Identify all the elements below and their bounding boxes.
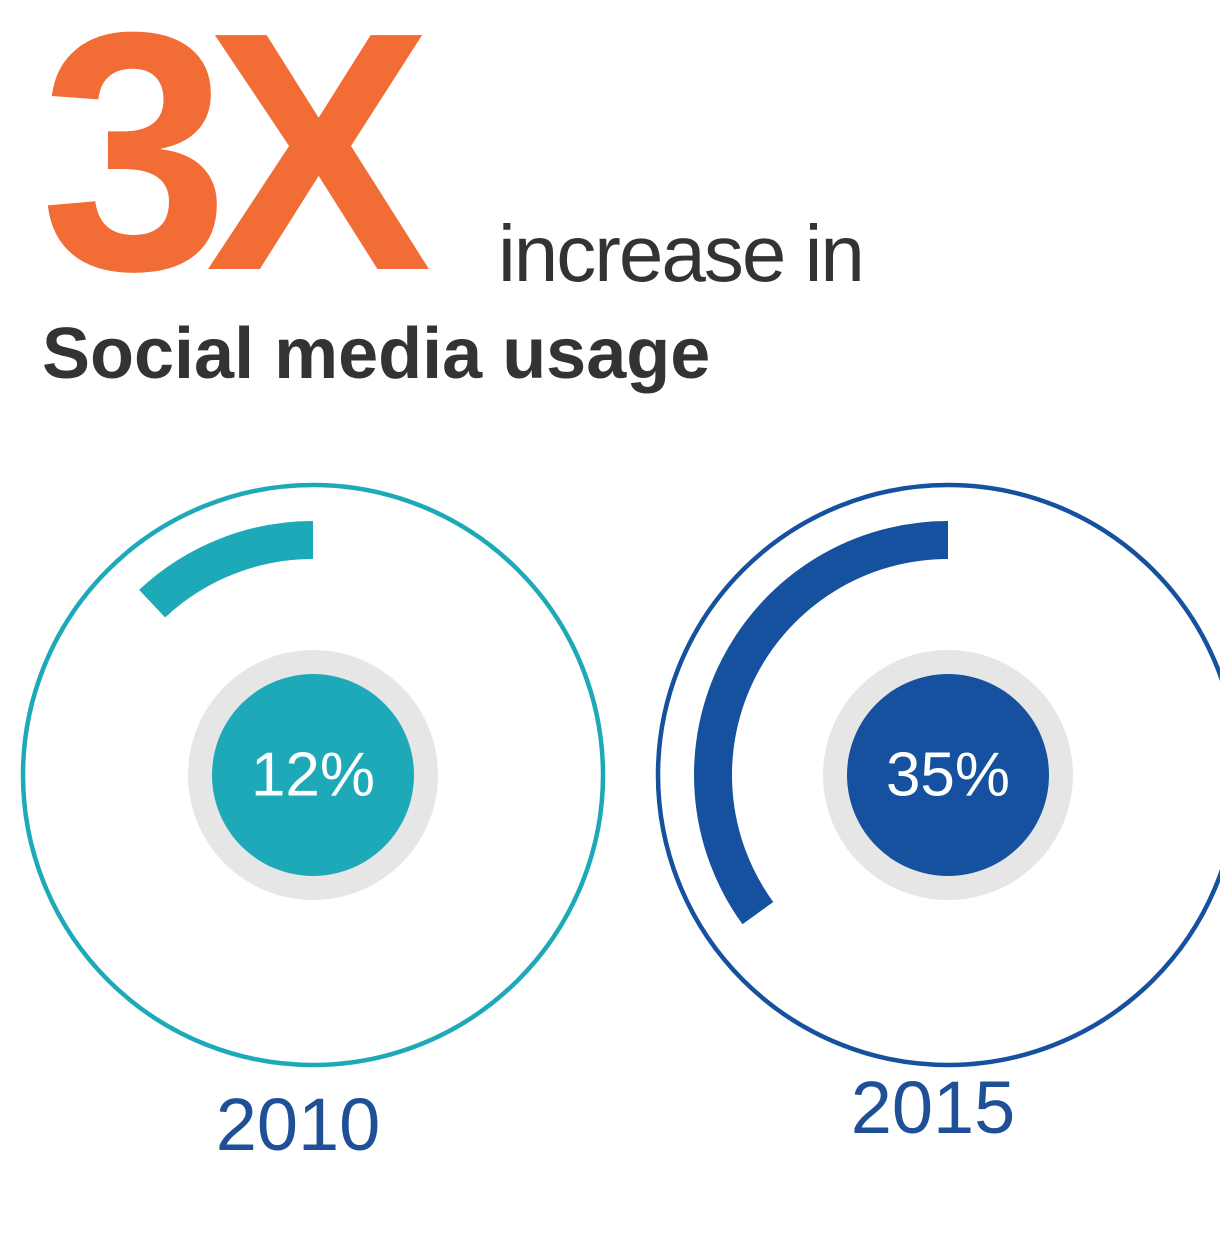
page-title: Social media usage xyxy=(42,314,711,394)
value-arc-2010 xyxy=(139,521,314,618)
gauge-2015: 35% 2015 xyxy=(655,482,1220,1149)
year-label-2015: 2015 xyxy=(851,1066,1016,1149)
hub-disc xyxy=(212,674,414,876)
gauge-outer-ring xyxy=(655,482,1220,1068)
year-label-2010: 2010 xyxy=(216,1083,381,1166)
value-label-2010: 12% xyxy=(251,741,375,810)
gauge-outer-ring xyxy=(20,482,606,1068)
multiplier-headline: 3X xyxy=(40,0,432,342)
value-arc-2015 xyxy=(694,521,949,925)
gauge-2010: 12% 2010 xyxy=(20,482,606,1166)
increase-subline: increase in xyxy=(498,209,865,298)
hub-disc xyxy=(847,674,1049,876)
value-label-2015: 35% xyxy=(886,741,1010,810)
